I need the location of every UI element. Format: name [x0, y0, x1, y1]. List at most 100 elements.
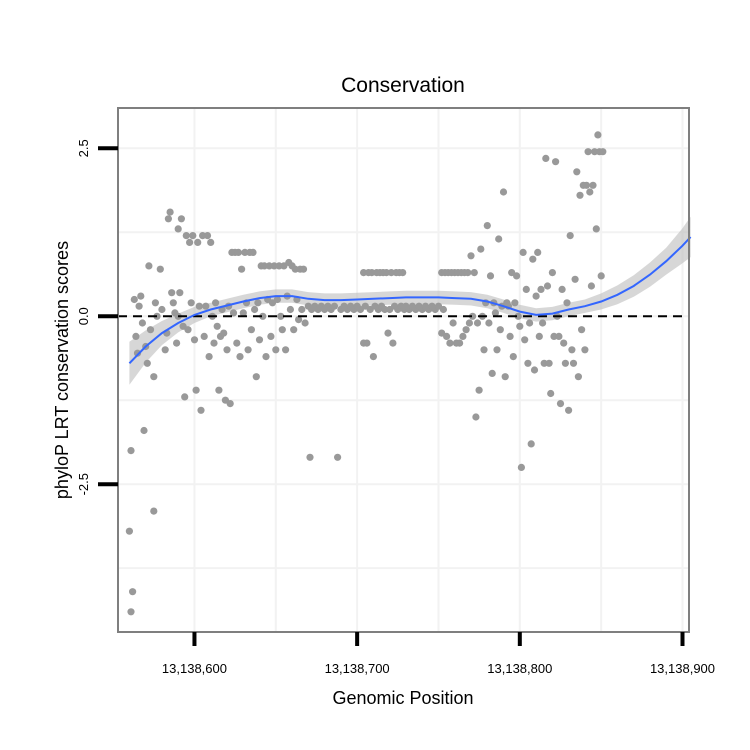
data-point — [495, 235, 503, 243]
data-point — [299, 265, 308, 273]
smooth-curve-layer — [128, 236, 692, 364]
data-point — [561, 359, 570, 367]
data-point — [127, 447, 135, 455]
confidence-band — [129, 216, 691, 385]
x-tick-label: 13,138,600 — [162, 661, 227, 676]
data-point — [195, 302, 203, 310]
data-point — [552, 158, 560, 166]
data-point — [535, 332, 543, 340]
data-point — [164, 215, 172, 223]
data-point — [568, 346, 576, 354]
data-point — [545, 359, 553, 367]
data-point — [254, 299, 262, 307]
data-point — [555, 332, 563, 340]
data-point — [565, 406, 573, 414]
x-tick-label: 13,138,700 — [325, 661, 390, 676]
data-point — [465, 319, 473, 327]
data-point — [369, 353, 377, 361]
data-point — [161, 346, 169, 354]
data-point — [467, 252, 475, 260]
data-point — [146, 326, 155, 334]
data-point — [187, 299, 195, 307]
data-point — [334, 453, 342, 461]
data-point — [573, 168, 581, 176]
data-point — [143, 359, 151, 367]
data-point — [462, 326, 470, 334]
data-point — [138, 319, 146, 327]
data-point — [511, 299, 519, 307]
data-point — [272, 346, 280, 354]
data-point — [273, 295, 281, 304]
data-point — [548, 269, 557, 277]
data-point — [532, 292, 540, 300]
data-point — [174, 225, 182, 233]
data-point — [526, 319, 534, 327]
data-point — [158, 305, 166, 314]
data-point — [267, 332, 275, 340]
data-point — [399, 269, 407, 277]
data-point — [542, 154, 550, 162]
data-point — [475, 386, 483, 394]
data-point — [521, 336, 529, 344]
data-point — [192, 386, 200, 394]
data-point — [181, 393, 189, 401]
data-point — [129, 588, 137, 596]
data-point — [203, 232, 212, 240]
data-point — [186, 238, 194, 246]
data-point — [190, 336, 199, 344]
data-point — [594, 131, 602, 139]
data-point — [278, 326, 286, 334]
data-point — [499, 188, 508, 196]
data-point — [587, 282, 596, 290]
data-point — [599, 148, 607, 156]
data-point — [446, 339, 454, 347]
y-tick-label: 2.5 — [76, 139, 91, 157]
data-point — [125, 527, 133, 535]
data-point — [156, 265, 164, 273]
y-axis: -2.5 0.0 2.5 — [76, 139, 118, 495]
data-point — [537, 285, 545, 293]
data-point — [252, 373, 260, 381]
smooth-trend-line — [128, 236, 692, 364]
data-point — [384, 329, 392, 337]
data-point — [493, 346, 501, 354]
data-point — [184, 326, 192, 334]
data-point — [286, 305, 294, 314]
data-point — [182, 232, 190, 240]
confidence-band-layer — [129, 216, 691, 385]
data-point — [509, 353, 517, 361]
data-point — [215, 386, 223, 394]
data-point — [566, 232, 574, 240]
data-point — [516, 322, 524, 330]
data-point — [389, 339, 397, 347]
data-point — [547, 389, 555, 398]
data-point — [514, 312, 522, 320]
data-point — [470, 269, 478, 277]
data-point — [524, 359, 532, 367]
data-point — [200, 332, 208, 340]
data-point — [485, 319, 493, 327]
data-point — [517, 463, 526, 471]
data-point — [205, 353, 213, 361]
data-point — [529, 255, 537, 263]
data-point — [189, 232, 197, 240]
data-point — [223, 346, 231, 354]
data-point — [169, 299, 177, 307]
data-point — [150, 507, 158, 515]
data-point — [135, 302, 143, 310]
data-point — [166, 208, 174, 216]
data-point — [491, 309, 499, 317]
data-point — [527, 440, 535, 448]
data-point — [586, 188, 594, 196]
data-point — [277, 312, 285, 320]
data-point — [249, 248, 257, 256]
x-axis-title: Genomic Position — [332, 688, 473, 708]
data-point — [501, 373, 509, 381]
data-point — [483, 222, 491, 230]
data-point — [132, 332, 140, 340]
data-point — [581, 346, 589, 354]
data-point — [127, 608, 135, 616]
data-point — [234, 248, 242, 256]
data-point — [472, 413, 480, 421]
x-axis: 13,138,600 13,138,700 13,138,800 13,138,900 — [162, 632, 715, 676]
